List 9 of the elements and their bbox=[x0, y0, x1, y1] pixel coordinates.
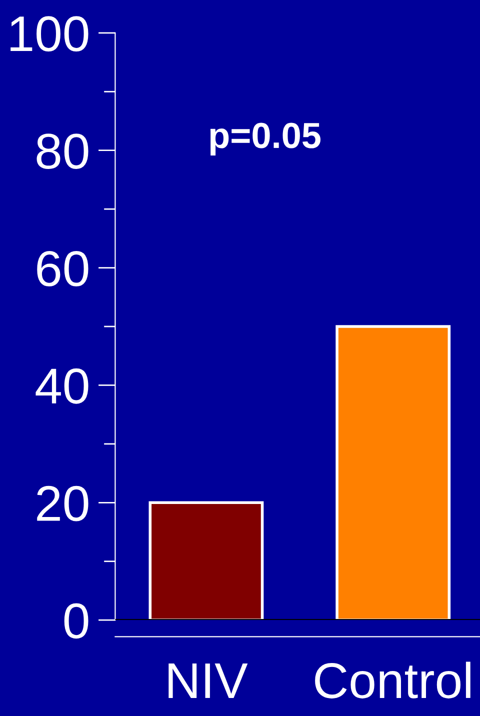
y-tick-label: 40 bbox=[36, 368, 88, 404]
y-tick-label: 0 bbox=[64, 603, 88, 639]
y-tick-label: 100 bbox=[10, 16, 88, 52]
x-tick-label: NIV bbox=[168, 664, 248, 698]
annotation: p=0.05 bbox=[210, 122, 320, 156]
x-tick-label: Control bbox=[315, 662, 470, 698]
y-tick-label: 60 bbox=[37, 250, 88, 286]
y-tick-label: 20 bbox=[37, 486, 88, 522]
y-tick-label: 80 bbox=[36, 134, 88, 169]
